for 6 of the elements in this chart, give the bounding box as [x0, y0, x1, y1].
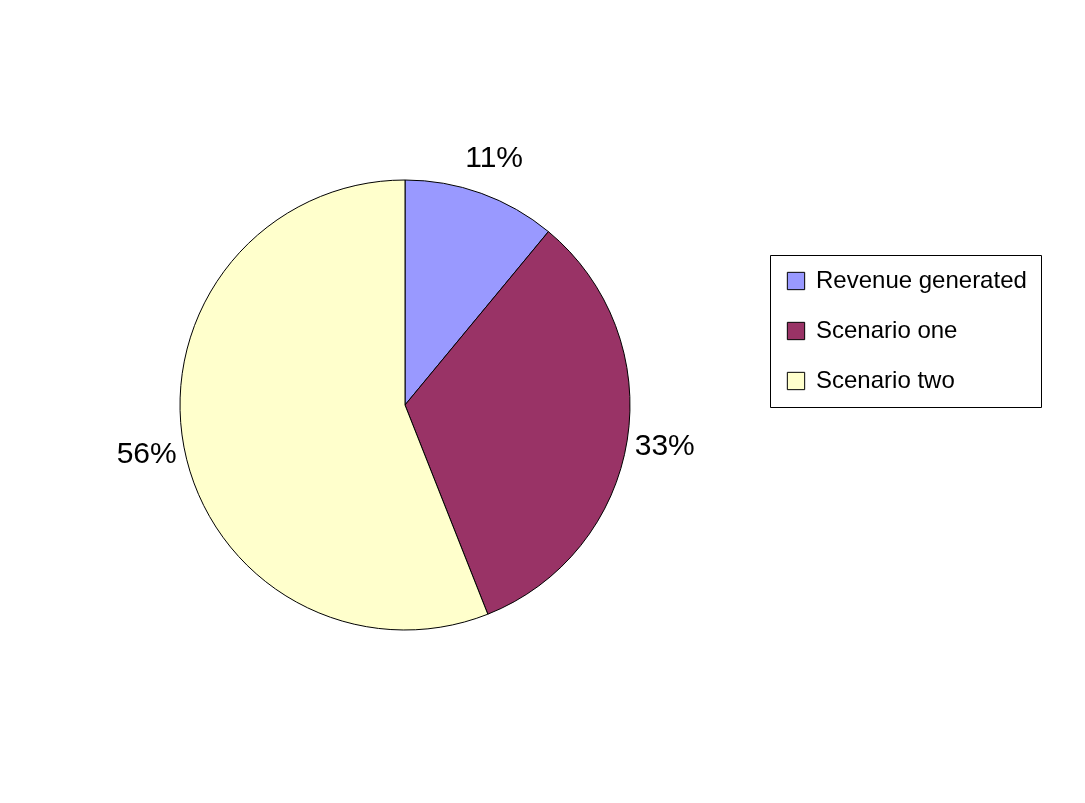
data-label: 33%: [634, 428, 695, 462]
data-label: 56%: [116, 436, 177, 470]
legend-label: Revenue generated: [816, 266, 1027, 293]
legend-label: Scenario two: [816, 366, 955, 393]
data-label: 11%: [465, 139, 523, 173]
legend-label: Scenario one: [816, 316, 958, 343]
